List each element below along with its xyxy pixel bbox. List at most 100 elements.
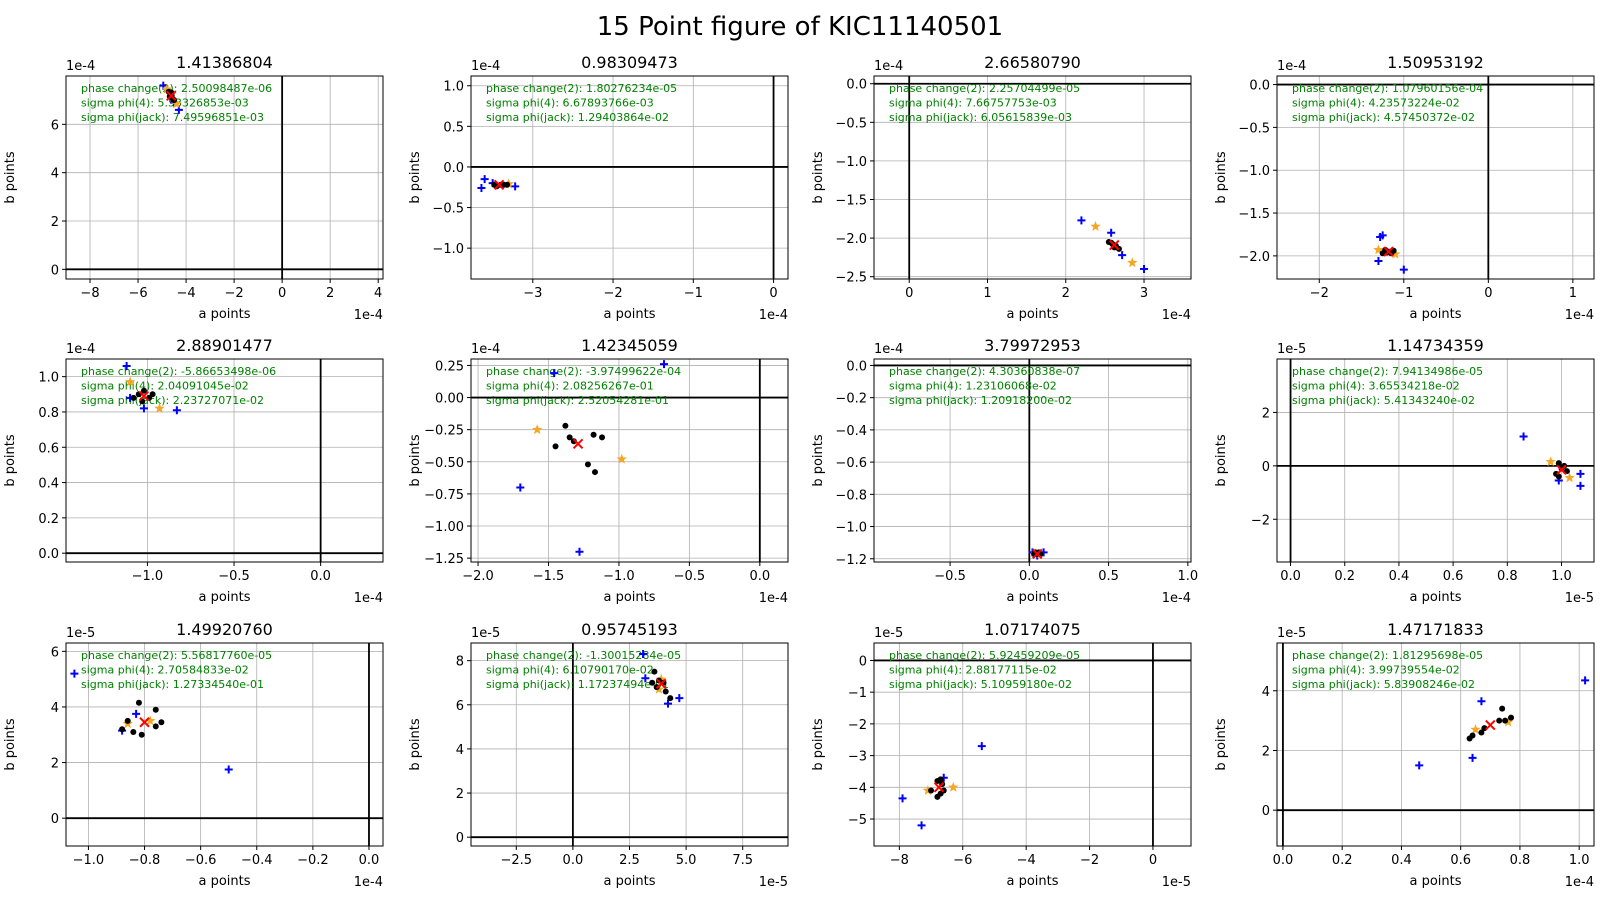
plus-marker <box>1576 481 1585 490</box>
black-point <box>934 793 941 800</box>
y-axis-label: b points <box>408 151 423 204</box>
plus-marker <box>977 742 986 751</box>
centroid-marker <box>1032 548 1043 560</box>
plot-frame <box>1276 642 1595 847</box>
x-axis-label: a points <box>603 590 655 605</box>
y-tick-label: 0.0 <box>443 161 464 176</box>
zero-lines <box>1277 643 1594 846</box>
data-markers <box>1519 432 1585 490</box>
x-tick-label: 0.5 <box>1098 569 1119 584</box>
x-tick-label: −0.2 <box>297 853 329 868</box>
plus-marker <box>132 709 141 718</box>
black-point <box>584 461 591 468</box>
black-point <box>138 731 145 738</box>
x-tick-label: 0.8 <box>1510 853 1531 868</box>
black-point <box>130 728 137 735</box>
black-point <box>552 443 559 450</box>
figure-title: 15 Point figure of KIC11140501 <box>596 12 1004 42</box>
star-marker <box>1090 221 1101 231</box>
stat-annotation: sigma phi(jack): 5.41343240e-02 <box>1292 394 1475 407</box>
black-point <box>1466 735 1473 742</box>
stat-annotation: sigma phi(4): 6.10790170e-02 <box>486 664 654 677</box>
black-point <box>662 688 669 695</box>
subplot-title: 3.79972953 <box>984 336 1081 355</box>
x-tick-label: −2 <box>1310 286 1329 301</box>
y-tick-label: 6 <box>51 118 59 133</box>
y-axis-label: b points <box>3 718 18 771</box>
subplot-title: 1.42345059 <box>581 336 678 355</box>
stat-annotation: phase change(2): -5.86653498e-06 <box>81 365 276 378</box>
black-point <box>566 434 573 441</box>
y-tick-label: 4 <box>51 701 59 716</box>
y-tick-label: 0.25 <box>435 359 464 374</box>
black-point <box>562 422 569 429</box>
x-exponent-label: 1e-4 <box>1565 875 1594 890</box>
y-tick-label: 2 <box>1262 744 1270 759</box>
black-point <box>119 726 126 733</box>
y-tick-label: 0 <box>51 812 59 827</box>
x-tick-label: 0.6 <box>1443 569 1464 584</box>
zero-lines <box>471 643 788 846</box>
y-tick-label: 0 <box>51 263 59 278</box>
y-tick-label: −0.5 <box>432 202 464 217</box>
x-tick-label: −8 <box>890 853 909 868</box>
plus-marker <box>550 369 559 378</box>
plot-frame <box>470 75 789 280</box>
plus-marker <box>675 694 684 703</box>
y-tick-label: 0.2 <box>38 512 59 527</box>
y-tick-label: −1.00 <box>424 520 464 535</box>
x-exponent-label: 1e-4 <box>354 591 383 606</box>
plus-marker <box>1576 469 1585 478</box>
stat-annotation: sigma phi(jack): 4.57450372e-02 <box>1292 111 1475 124</box>
y-exponent-label: 1e-5 <box>874 626 903 641</box>
stat-annotation: sigma phi(jack): 7.49596851e-03 <box>81 111 264 124</box>
x-tick-label: 0 <box>769 286 777 301</box>
subplot-title: 2.88901477 <box>176 336 273 355</box>
black-point <box>1502 717 1509 724</box>
x-tick-label: −0.8 <box>129 853 161 868</box>
subplot-title: 1.49920760 <box>176 620 273 639</box>
plot-frame <box>65 642 384 847</box>
x-tick-label: 1.0 <box>1177 569 1198 584</box>
stat-annotation: sigma phi(4): 2.04091045e-02 <box>81 380 249 393</box>
x-tick-label: 2 <box>1062 286 1070 301</box>
stat-annotation: sigma phi(jack): 1.20918200e-02 <box>889 394 1072 407</box>
y-tick-label: −1.5 <box>835 193 867 208</box>
black-point <box>667 695 674 702</box>
x-tick-label: −1.0 <box>132 569 164 584</box>
black-point <box>135 699 142 706</box>
plot-frame <box>1276 358 1595 563</box>
y-tick-label: −0.2 <box>835 392 867 407</box>
plus-marker <box>122 362 131 371</box>
black-point <box>599 434 606 441</box>
x-axis-label: a points <box>603 307 655 322</box>
black-point <box>152 723 159 730</box>
y-exponent-label: 1e-4 <box>471 342 500 357</box>
black-point <box>928 787 935 794</box>
x-tick-label: 0.2 <box>1334 569 1355 584</box>
y-tick-label: −0.4 <box>835 424 867 439</box>
y-exponent-label: 1e-5 <box>1277 626 1306 641</box>
plus-marker <box>477 184 486 193</box>
x-exponent-label: 1e-4 <box>1162 308 1191 323</box>
y-exponent-label: 1e-4 <box>66 59 95 74</box>
zero-lines <box>471 76 788 279</box>
subplot-3: 0 1 2 3 −2.5 −2.0 −1.5 −1.0 −0.5 0.0 2.66580790 a p… <box>811 53 1192 323</box>
y-tick-label: −1.0 <box>1238 164 1270 179</box>
centroid-marker <box>1383 246 1394 257</box>
y-tick-label: −5 <box>848 813 867 828</box>
subplot-4: −2 −1 0 1 −2.0 −1.5 −1.0 −0.5 0.0 1.50953192 a poi… <box>1214 53 1595 323</box>
y-tick-label: 0.0 <box>846 359 867 374</box>
x-tick-label: 0.4 <box>1389 569 1410 584</box>
plus-marker <box>1374 257 1383 266</box>
plus-marker <box>1399 265 1408 274</box>
zero-lines <box>66 76 383 279</box>
data-markers <box>477 175 520 193</box>
x-exponent-label: 1e-4 <box>759 591 788 606</box>
data-markers <box>1373 231 1408 274</box>
y-tick-label: 8 <box>456 655 464 670</box>
black-point <box>158 719 165 726</box>
y-tick-label: 4 <box>51 167 59 182</box>
x-tick-label: −2 <box>225 286 244 301</box>
black-point <box>124 717 131 724</box>
